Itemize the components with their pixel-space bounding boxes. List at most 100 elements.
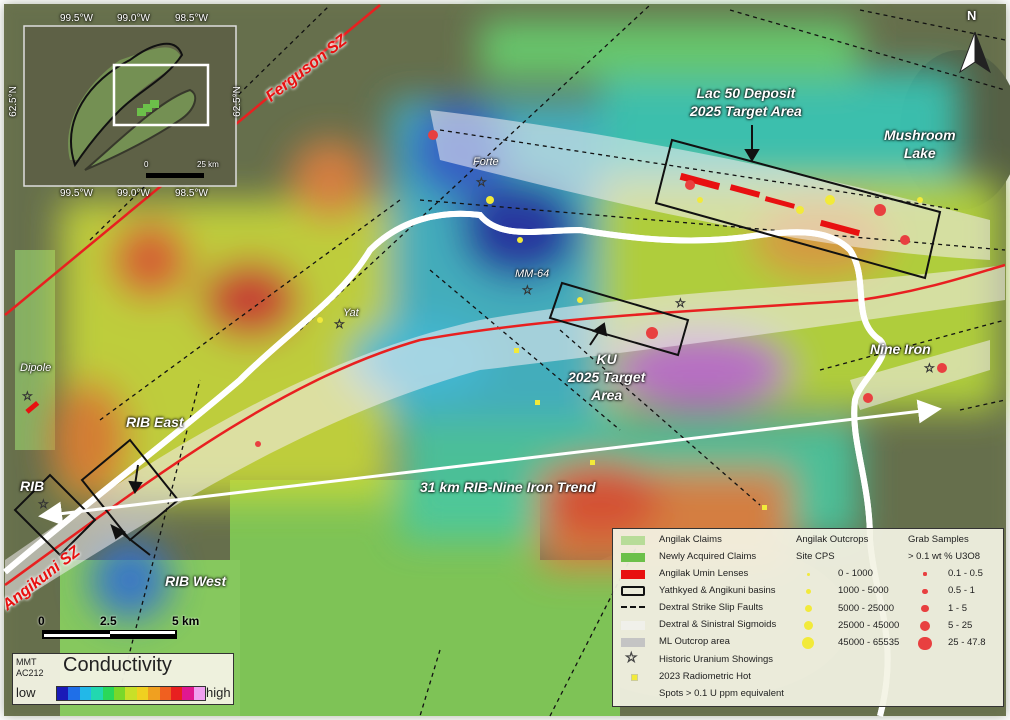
lac50-line2: 2025 Target Area — [690, 103, 802, 119]
inset-top-tick: 99.5°W — [60, 13, 93, 24]
grab-size-dot — [918, 636, 932, 650]
scale-2-5: 2.5 — [100, 614, 117, 628]
mushroom-line2: Lake — [903, 145, 936, 161]
outcrops-range-label: 5000 - 25000 — [838, 602, 894, 614]
grab-size-dot — [921, 604, 929, 613]
grab-range-label: 5 - 25 — [948, 619, 973, 631]
ramp-step — [170, 687, 183, 700]
nine-iron-label: Nine Iron — [870, 341, 931, 357]
north-label: N — [967, 8, 977, 23]
source-line1: MMT — [16, 657, 37, 667]
outcrops-range-label: 25000 - 45000 — [838, 619, 900, 631]
rib-west-label: RIB West — [165, 573, 227, 589]
legend-item: Dextral & Sinistral Sigmoids — [659, 619, 777, 630]
inset-bottom-tick: 99.5°W — [60, 188, 93, 199]
conductivity-color-ramp — [56, 686, 206, 701]
conductivity-title: Conductivity — [63, 654, 172, 676]
legend-item: Yathkyed & Angikuni basins — [659, 585, 776, 596]
inset-bottom-tick: 99.0°W — [117, 188, 150, 199]
forte-label: Forte — [473, 156, 499, 168]
ramp-step — [57, 687, 69, 700]
ramp-step — [148, 687, 160, 700]
map-legend: Angilak Claims Newly Acquired Claims Ang… — [612, 528, 1004, 707]
rib-label: RIB — [20, 478, 45, 494]
outcrops-range-label: 0 - 1000 — [838, 568, 873, 579]
conductivity-high: high — [206, 685, 231, 700]
legend-item: Newly Acquired Claims — [659, 551, 757, 562]
conductivity-low: low — [16, 685, 36, 700]
ku-line3: Area — [591, 387, 623, 403]
ramp-step — [159, 687, 171, 700]
scale-bar — [42, 630, 177, 639]
svg-text:☆: ☆ — [22, 389, 33, 403]
grab-range-label: 0.5 - 1 — [948, 585, 975, 597]
ku-line1: KU — [596, 351, 617, 367]
sigmoid-swatch — [621, 621, 645, 630]
angilak-claims-swatch — [621, 536, 645, 545]
hot-spot-square-icon — [631, 674, 638, 681]
fault-swatch — [621, 606, 645, 608]
svg-text:☆: ☆ — [522, 283, 533, 297]
basin-swatch — [621, 586, 645, 596]
scale-5: 5 km — [172, 614, 200, 628]
umin-lenses — [25, 172, 861, 414]
ku-label: KU 2025 Target Area — [568, 350, 645, 404]
legend-item: Dextral Strike Slip Faults — [659, 602, 764, 613]
lac50-line1: Lac 50 Deposit — [696, 85, 796, 101]
svg-text:☆: ☆ — [334, 317, 345, 331]
ramp-step — [79, 687, 92, 700]
inset-map — [23, 25, 237, 187]
legend-item: Spots > 0.1 U ppm equivalent — [659, 688, 784, 699]
outcrops-size-dot — [805, 588, 811, 594]
grab-size-dot — [922, 588, 928, 595]
legend-item: Historic Uranium Showings — [659, 654, 774, 665]
new-claims-swatch — [621, 553, 645, 562]
inset-right-tick: 62.5°N — [231, 86, 243, 117]
scale-0: 0 — [38, 614, 45, 628]
grab-range-label: 0.1 - 0.5 — [948, 568, 983, 579]
legend-item: Angilak Umin Lenses — [659, 568, 749, 579]
svg-text:☆: ☆ — [924, 361, 935, 375]
mushroom-lake-label: Mushroom Lake — [884, 126, 956, 162]
ramp-step — [68, 687, 80, 700]
outcrops-title: Angilak Outcrops — [796, 534, 869, 545]
yat-label: Yat — [343, 307, 359, 319]
outcrops-size-dot — [802, 637, 814, 650]
outcrops-size-dot — [806, 572, 810, 576]
legend-item: Angilak Claims — [659, 534, 722, 545]
inset-top-tick: 98.5°W — [175, 13, 208, 24]
ramp-step — [182, 687, 194, 700]
mushroom-line1: Mushroom — [884, 127, 956, 143]
ramp-step — [125, 687, 137, 700]
ku-line2: 2025 Target — [568, 369, 646, 385]
grab-subtitle: > 0.1 wt % U3O8 — [908, 551, 981, 562]
legend-item: ML Outcrop area — [659, 636, 730, 647]
grab-size-dot — [923, 572, 927, 576]
north-arrow — [958, 31, 992, 74]
svg-text:☆: ☆ — [675, 296, 686, 310]
outcrops-range-label: 45000 - 65535 — [838, 637, 900, 649]
grab-range-label: 25 - 47.8 — [948, 637, 986, 649]
umin-lenses-swatch — [621, 570, 645, 579]
ramp-step — [91, 687, 103, 700]
ramp-step — [102, 687, 114, 700]
conductivity-legend: MMT AC212 Conductivity low high — [12, 653, 234, 705]
svg-text:☆: ☆ — [38, 497, 49, 511]
lac50-label: Lac 50 Deposit 2025 Target Area — [690, 84, 802, 120]
grab-title: Grab Samples — [908, 534, 969, 545]
star-icon: ☆ — [625, 649, 638, 666]
inset-scale-0: 0 — [144, 160, 149, 169]
mm64-label: MM-64 — [515, 268, 550, 280]
inset-top-tick: 99.0°W — [117, 13, 150, 24]
rib-east-label: RIB East — [126, 414, 184, 430]
uranium-showings: ☆ ☆ ☆ ☆ ☆ ☆ ☆ — [22, 175, 935, 512]
trend-label: 31 km RIB-Nine Iron Trend — [420, 479, 596, 495]
grab-size-dot — [920, 620, 930, 631]
ramp-step — [113, 687, 126, 700]
outcrops-subtitle: Site CPS — [796, 551, 835, 562]
grab-range-label: 1 - 5 — [948, 602, 968, 614]
sample-points — [255, 130, 947, 510]
outcrops-size-dot — [804, 605, 812, 613]
ramp-step — [193, 687, 206, 700]
